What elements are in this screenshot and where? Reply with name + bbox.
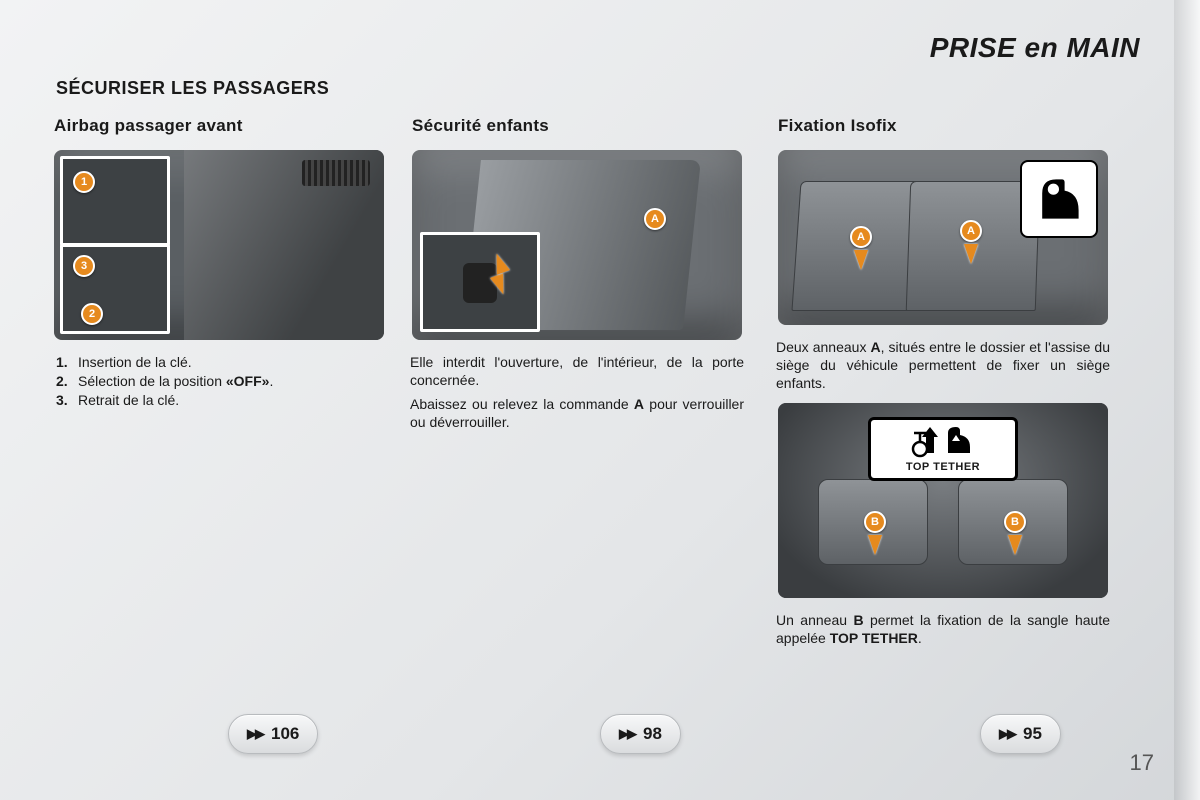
top-tether-badge: TOP TETHER <box>868 417 1018 481</box>
marker-a2-icon: A <box>960 220 982 242</box>
airbag-inset-bottom: 3 2 <box>60 244 170 334</box>
top-tether-illustration: B B TOP TETHER <box>778 403 1108 598</box>
isofix-p1: Deux anneaux A, situés entre le dossier … <box>768 339 1118 393</box>
ref-number: 106 <box>271 724 299 744</box>
page-ref-98[interactable]: ▶▶ 98 <box>600 714 681 754</box>
isofix-symbol-icon <box>1020 160 1098 238</box>
child-text: Elle interdit l'ouverture, de l'intérieu… <box>402 354 752 432</box>
marker-a-door-icon: A <box>644 208 666 230</box>
child-p2: Abaissez ou relevez la commande A pour v… <box>410 396 744 432</box>
fast-forward-icon: ▶▶ <box>619 726 635 742</box>
marker-b2-icon: B <box>1004 511 1026 533</box>
airbag-title: Airbag passager avant <box>54 116 394 136</box>
step-1: 1.Insertion de la clé. <box>56 354 394 370</box>
child-lock-illustration: A <box>412 150 742 340</box>
ref-number: 95 <box>1023 724 1042 744</box>
isofix-p2: Un anneau B permet la fixation de la san… <box>768 612 1118 648</box>
column-airbag: Airbag passager avant 1 3 2 1.Insertion … <box>44 116 394 411</box>
child-title: Sécurité enfants <box>412 116 752 136</box>
air-vent-icon <box>302 160 370 186</box>
page-curl <box>1174 0 1200 800</box>
isofix-title: Fixation Isofix <box>778 116 1118 136</box>
fast-forward-icon: ▶▶ <box>247 726 263 742</box>
column-isofix: Fixation Isofix A A Deux anneaux A, situ… <box>768 116 1118 654</box>
airbag-inset-top: 1 <box>60 156 170 246</box>
section-title: SÉCURISER LES PASSAGERS <box>56 78 329 99</box>
page-ref-106[interactable]: ▶▶ 106 <box>228 714 318 754</box>
child-lock-inset <box>420 232 540 332</box>
marker-3-icon: 3 <box>73 255 95 277</box>
chapter-title: PRISE en MAIN <box>930 32 1140 64</box>
airbag-illustration: 1 3 2 <box>54 150 384 340</box>
child-p1: Elle interdit l'ouverture, de l'intérieu… <box>410 354 744 390</box>
step-2: 2.Sélection de la position «OFF». <box>56 373 394 389</box>
fast-forward-icon: ▶▶ <box>999 726 1015 742</box>
marker-1-icon: 1 <box>73 171 95 193</box>
step-3: 3.Retrait de la clé. <box>56 392 394 408</box>
column-child-safety: Sécurité enfants A Elle interdit l'ouver… <box>402 116 752 438</box>
marker-2-icon: 2 <box>81 303 103 325</box>
top-tether-label: TOP TETHER <box>871 461 1015 473</box>
isofix-seat-illustration: A A <box>778 150 1108 325</box>
airbag-steps: 1.Insertion de la clé. 2.Sélection de la… <box>44 354 394 408</box>
page-ref-95[interactable]: ▶▶ 95 <box>980 714 1061 754</box>
ref-number: 98 <box>643 724 662 744</box>
marker-b1-icon: B <box>864 511 886 533</box>
page-number: 17 <box>1130 750 1154 776</box>
marker-a1-icon: A <box>850 226 872 248</box>
